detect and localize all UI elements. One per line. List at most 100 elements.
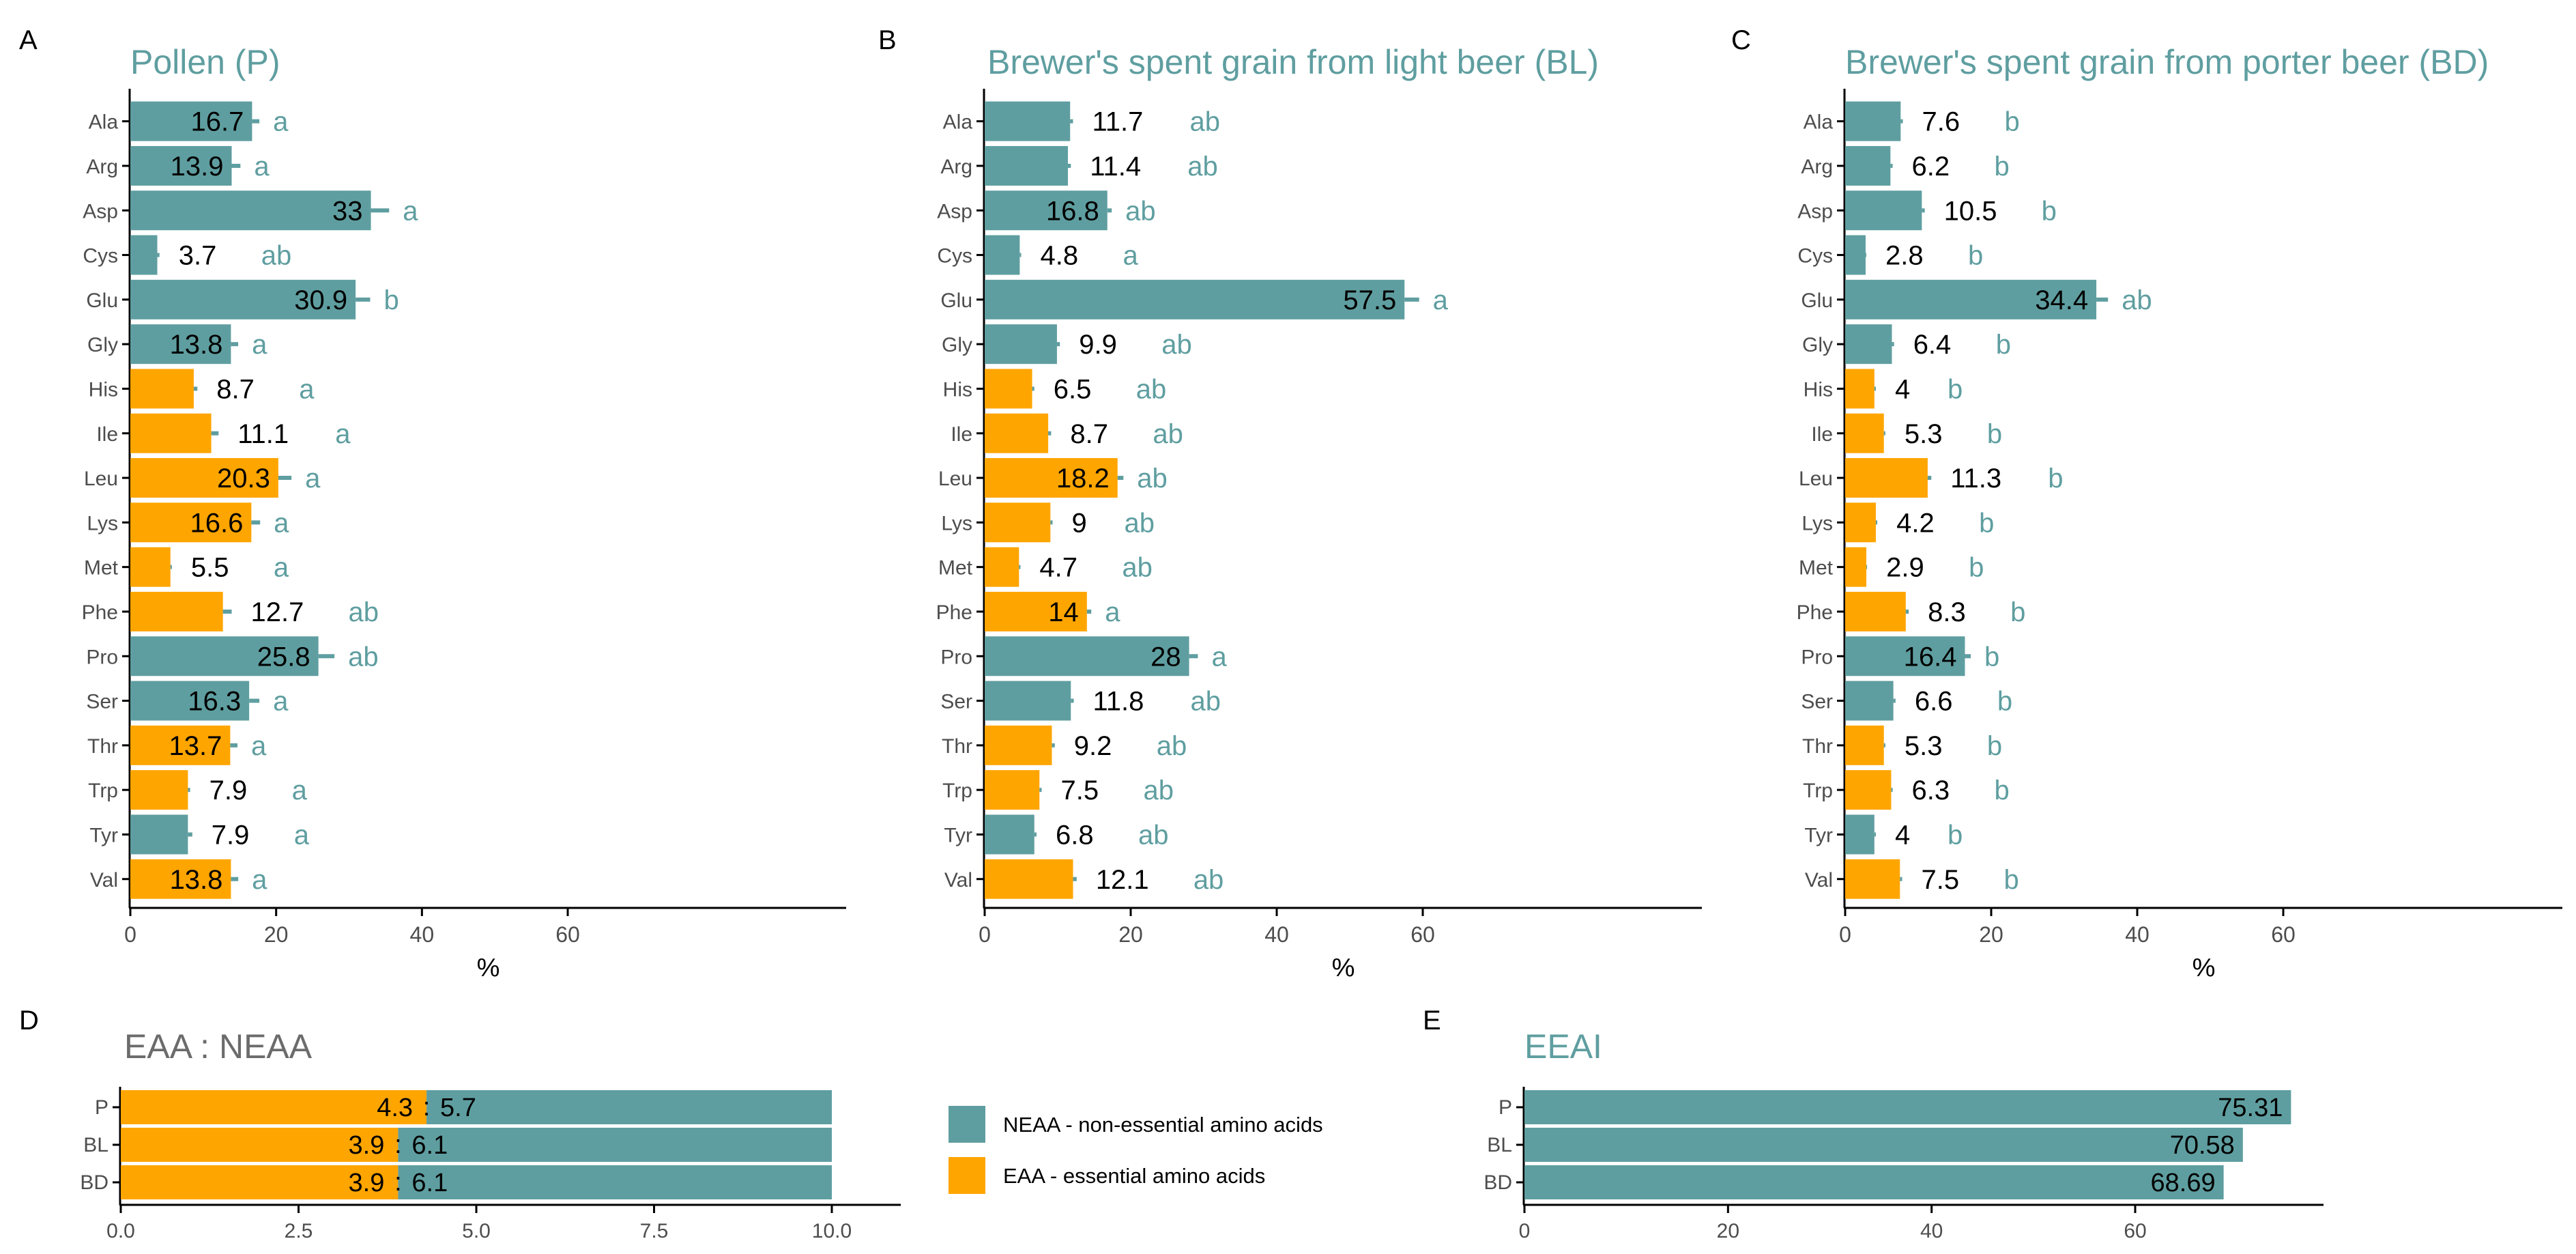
bar bbox=[1524, 1128, 2243, 1162]
y-tick-label: Ile bbox=[96, 423, 118, 446]
y-tick-label: Tyr bbox=[89, 824, 118, 846]
y-tick-label: Pro bbox=[1801, 646, 1833, 668]
significance-letter: b bbox=[1997, 687, 2012, 717]
bar bbox=[985, 324, 1057, 365]
data-label: 6.2 bbox=[1912, 152, 1950, 182]
significance-letter: a bbox=[305, 464, 321, 494]
panel-letter-a: A bbox=[19, 25, 38, 55]
bar bbox=[1845, 190, 1922, 231]
data-label: 7.9 bbox=[212, 820, 250, 850]
bar bbox=[130, 591, 223, 631]
data-label: 5.5 bbox=[191, 553, 229, 583]
x-axis-title: % bbox=[1332, 954, 1355, 982]
significance-letter: b bbox=[2048, 464, 2063, 494]
chart-panel-e: EEAI 0 20 40 60 P 75.31 BL 70.58 BD 68.69 bbox=[1484, 1027, 2324, 1242]
data-label: 11.3 bbox=[1950, 464, 2001, 494]
y-tick-label: Ser bbox=[1801, 691, 1833, 713]
data-label: 12.7 bbox=[250, 597, 304, 627]
y-tick-label: Lys bbox=[87, 512, 118, 535]
bar bbox=[130, 502, 252, 543]
data-label: 57.5 bbox=[1343, 285, 1396, 315]
y-tick-label: Val bbox=[1805, 869, 1833, 892]
y-tick-label: Ser bbox=[940, 691, 972, 713]
y-tick-label: Thr bbox=[87, 735, 118, 758]
data-label: 34.4 bbox=[2035, 285, 2088, 315]
bar bbox=[1845, 458, 1928, 498]
chart-panel-b: Brewer's spent grain from light beer (BL… bbox=[936, 43, 1702, 982]
bar bbox=[985, 502, 1051, 543]
bar bbox=[985, 101, 1071, 141]
data-label: 3.7 bbox=[179, 241, 217, 271]
y-tick-label: Leu bbox=[938, 468, 972, 490]
data-label: 4.7 bbox=[1039, 553, 1077, 583]
data-label: 2.8 bbox=[1885, 241, 1924, 271]
x-tick-label: 10.0 bbox=[812, 1220, 852, 1242]
significance-letter: ab bbox=[1193, 865, 1224, 895]
bar bbox=[985, 458, 1118, 498]
significance-letter: b bbox=[1996, 330, 2011, 360]
significance-letter: b bbox=[1969, 553, 1984, 583]
bar bbox=[985, 369, 1032, 409]
y-tick-label: His bbox=[943, 378, 972, 401]
data-label: 7.5 bbox=[1921, 865, 1959, 895]
y-tick-label: Pro bbox=[86, 646, 118, 668]
y-tick-label: Trp bbox=[942, 780, 972, 802]
x-tick-label: 40 bbox=[410, 922, 435, 947]
y-tick-label: His bbox=[89, 378, 118, 401]
significance-letter: a bbox=[252, 330, 267, 360]
bar bbox=[985, 413, 1049, 453]
y-tick-label: Asp bbox=[83, 200, 118, 223]
data-label: 11.7 bbox=[1092, 107, 1143, 137]
ratio-separator: : bbox=[394, 1130, 402, 1159]
significance-letter: b bbox=[1979, 508, 1994, 538]
bar bbox=[985, 547, 1019, 587]
significance-letter: a bbox=[403, 196, 418, 226]
significance-letter: ab bbox=[1157, 731, 1187, 761]
significance-letter: ab bbox=[1161, 330, 1192, 360]
data-label: 6.1 bbox=[411, 1169, 448, 1197]
y-tick-label: BD bbox=[80, 1171, 108, 1194]
data-label: 18.2 bbox=[1056, 464, 1110, 494]
chart-title-b: Brewer's spent grain from light beer (BL… bbox=[987, 43, 1599, 81]
significance-letter: a bbox=[273, 107, 289, 137]
bar bbox=[1845, 145, 1891, 186]
y-tick-label: BD bbox=[1484, 1171, 1512, 1194]
significance-letter: b bbox=[2005, 107, 2020, 137]
significance-letter: b bbox=[383, 285, 399, 315]
y-tick-label: BL bbox=[83, 1134, 108, 1156]
bar bbox=[130, 636, 319, 676]
y-tick-label: Pro bbox=[940, 646, 972, 668]
ratio-separator: : bbox=[394, 1168, 402, 1197]
significance-letter: a bbox=[273, 687, 289, 717]
bar bbox=[1845, 681, 1894, 721]
data-label: 4 bbox=[1895, 374, 1910, 404]
significance-letter: a bbox=[251, 731, 267, 761]
bar bbox=[130, 770, 188, 810]
data-label: 8.7 bbox=[216, 374, 255, 404]
y-tick-label: Lys bbox=[941, 512, 972, 535]
data-label: 68.69 bbox=[2151, 1169, 2216, 1197]
y-tick-label: Ile bbox=[951, 423, 972, 446]
y-tick-label: Arg bbox=[940, 156, 972, 178]
y-tick-label: Lys bbox=[1801, 512, 1833, 535]
bar bbox=[130, 458, 278, 498]
y-tick-label: Ala bbox=[89, 111, 119, 134]
data-label: 16.6 bbox=[190, 508, 243, 538]
data-label: 13.8 bbox=[170, 330, 223, 360]
bar bbox=[985, 681, 1071, 721]
data-label: 4.3 bbox=[377, 1094, 413, 1122]
bar bbox=[1845, 279, 2097, 319]
significance-letter: ab bbox=[1143, 775, 1174, 806]
bar bbox=[130, 413, 212, 453]
bar bbox=[985, 190, 1108, 231]
significance-letter: b bbox=[1987, 419, 2002, 449]
bar bbox=[1845, 591, 1906, 631]
bar-neaa bbox=[426, 1090, 832, 1124]
x-tick-label: 0 bbox=[979, 922, 991, 947]
bar bbox=[130, 190, 371, 231]
bar bbox=[1845, 770, 1892, 810]
significance-letter: ab bbox=[1138, 820, 1169, 850]
bar bbox=[985, 814, 1034, 855]
panel-letter-b: B bbox=[878, 25, 897, 55]
bar bbox=[1524, 1165, 2224, 1199]
